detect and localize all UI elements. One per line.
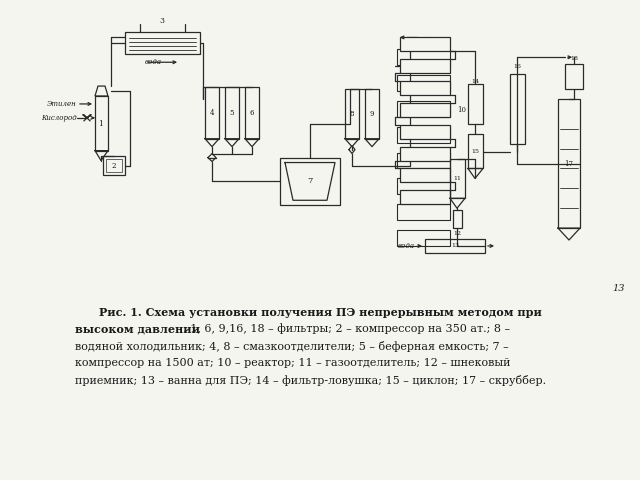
- Bar: [365, 89, 379, 139]
- Text: 10: 10: [458, 106, 467, 114]
- Text: 6: 6: [250, 109, 254, 117]
- Bar: [397, 153, 450, 168]
- Text: Этилен: Этилен: [47, 100, 77, 108]
- Bar: [397, 179, 450, 194]
- Text: вода: вода: [398, 242, 415, 250]
- Bar: [397, 101, 450, 117]
- Bar: [400, 103, 450, 117]
- Text: 13: 13: [451, 243, 459, 249]
- Text: 4: 4: [210, 109, 214, 117]
- Bar: [400, 37, 450, 51]
- Bar: [425, 239, 485, 253]
- Bar: [558, 99, 580, 228]
- Bar: [103, 156, 125, 176]
- Bar: [397, 127, 450, 143]
- Text: Кислород: Кислород: [41, 114, 77, 122]
- Bar: [225, 87, 239, 139]
- Bar: [400, 147, 450, 160]
- Text: 17: 17: [564, 159, 573, 168]
- Bar: [205, 87, 219, 139]
- Text: Рис. 1. Схема установки получения ПЭ непрерывным методом при: Рис. 1. Схема установки получения ПЭ неп…: [99, 307, 541, 317]
- Text: 13: 13: [612, 284, 625, 293]
- Bar: [400, 81, 450, 95]
- Text: высоком давлении: высоком давлении: [75, 324, 200, 335]
- Text: 8: 8: [349, 110, 355, 118]
- Text: 7: 7: [307, 178, 313, 185]
- Text: вода: вода: [145, 58, 162, 66]
- Text: 9: 9: [370, 110, 374, 118]
- Text: 18: 18: [570, 56, 578, 61]
- Text: 5: 5: [230, 109, 234, 117]
- Text: 14: 14: [471, 79, 479, 84]
- Text: 12: 12: [453, 231, 461, 236]
- Text: водяной холодильник; 4, 8 – смазкоотделители; 5 – беферная емкость; 7 –: водяной холодильник; 4, 8 – смазкоотдели…: [75, 340, 509, 351]
- Bar: [245, 87, 259, 139]
- Text: 3: 3: [159, 16, 164, 24]
- Text: приемник; 13 – ванна для ПЭ; 14 – фильтр-ловушка; 15 – циклон; 17 – скруббер.: приемник; 13 – ванна для ПЭ; 14 – фильтр…: [75, 374, 546, 385]
- Bar: [345, 89, 359, 139]
- Bar: [450, 158, 465, 198]
- Text: компрессор на 1500 ат; 10 – реактор; 11 – газоотделитель; 12 – шнековый: компрессор на 1500 ат; 10 – реактор; 11 …: [75, 358, 511, 368]
- Text: : 1, 6, 9,16, 18 – фильтры; 2 – компрессор на 350 ат.; 8 –: : 1, 6, 9,16, 18 – фильтры; 2 – компресс…: [183, 324, 510, 335]
- Bar: [397, 49, 450, 65]
- Bar: [468, 134, 483, 168]
- Bar: [95, 96, 108, 151]
- Bar: [400, 168, 450, 182]
- Bar: [565, 64, 583, 89]
- Text: 2: 2: [112, 161, 116, 169]
- Bar: [510, 74, 525, 144]
- Text: 11: 11: [453, 176, 461, 181]
- Bar: [453, 210, 462, 228]
- Text: 15: 15: [471, 149, 479, 154]
- Bar: [106, 158, 122, 172]
- Text: 16: 16: [513, 64, 521, 69]
- Text: 1: 1: [99, 120, 104, 128]
- Bar: [280, 157, 340, 205]
- Bar: [400, 59, 450, 73]
- Bar: [397, 230, 450, 246]
- Bar: [468, 84, 483, 124]
- Bar: [397, 75, 450, 91]
- Bar: [125, 33, 200, 54]
- Bar: [400, 125, 450, 139]
- Bar: [400, 191, 450, 204]
- Bar: [397, 204, 450, 220]
